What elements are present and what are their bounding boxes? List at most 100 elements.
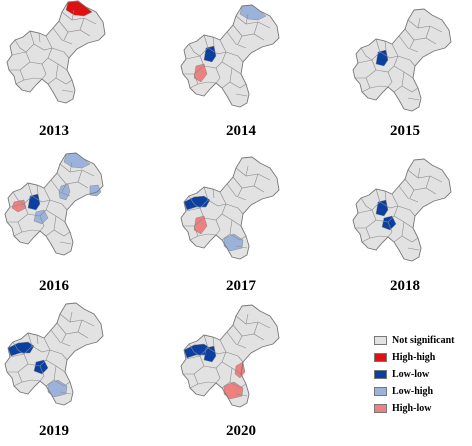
map-panel-2019 — [4, 302, 104, 406]
map-outline — [6, 0, 106, 104]
legend: Not significant High-high Low-low Low-hi… — [374, 332, 455, 417]
county-boundary — [235, 245, 248, 249]
county-boundary — [229, 381, 247, 389]
county-boundary — [9, 51, 31, 71]
county-boundary — [375, 205, 399, 223]
county-boundary — [237, 187, 243, 197]
county-boundary — [185, 334, 209, 360]
county-boundary — [232, 24, 265, 41]
county-boundary — [401, 235, 419, 243]
county-boundary — [185, 186, 209, 212]
year-label-2017: 2017 — [226, 278, 256, 294]
county-boundary — [63, 31, 69, 41]
map-outline — [180, 4, 280, 108]
county-boundary — [61, 183, 67, 193]
county-boundary — [33, 43, 53, 51]
county-boundary — [9, 332, 33, 358]
county-boundary — [61, 11, 97, 25]
county-boundary — [229, 81, 247, 89]
map-base — [5, 303, 103, 405]
county-boundary — [360, 197, 373, 211]
county-boundary — [212, 188, 215, 199]
county-boundary — [235, 93, 248, 97]
county-boundary — [253, 21, 259, 35]
county-boundary — [253, 173, 259, 187]
legend-item-high-high: High-high — [374, 349, 455, 366]
county-boundary — [183, 207, 205, 227]
year-label-2013: 2013 — [39, 123, 69, 139]
county-boundary — [369, 85, 389, 89]
county-boundary — [235, 167, 271, 181]
legend-label-high-low: High-low — [392, 403, 432, 414]
county-boundary — [409, 39, 415, 49]
legend-swatch-not-significant — [374, 336, 387, 345]
region-high-low-west-southwest — [193, 63, 208, 83]
county-boundary — [59, 313, 95, 327]
county-boundary — [53, 229, 71, 237]
county-boundary — [391, 193, 416, 217]
region-low-low-west-south — [33, 359, 49, 375]
county-boundary — [387, 221, 393, 238]
year-label-2014: 2014 — [226, 123, 256, 139]
map-panel-2020 — [180, 304, 280, 408]
county-boundary — [369, 235, 389, 239]
map-base — [181, 5, 279, 107]
county-boundary — [14, 39, 27, 53]
legend-item-not-significant: Not significant — [374, 332, 455, 349]
county-boundary — [12, 191, 25, 205]
county-boundary — [391, 43, 416, 67]
county-boundary — [27, 349, 51, 367]
map-base — [181, 305, 279, 407]
county-boundary — [417, 17, 421, 29]
county-boundary — [71, 9, 75, 21]
map-base — [5, 153, 103, 255]
county-boundary — [23, 77, 43, 81]
county-boundary — [56, 322, 89, 339]
county-boundary — [50, 179, 71, 197]
legend-swatch-high-high — [374, 353, 387, 362]
county-boundary — [219, 191, 244, 215]
county-boundary — [212, 36, 215, 47]
county-boundary — [52, 27, 73, 45]
region-low-high-southeast — [47, 379, 68, 398]
map-outline — [352, 158, 452, 262]
county-boundary — [379, 51, 399, 59]
county-boundary — [43, 187, 68, 211]
county-boundary — [229, 233, 247, 241]
county-boundary — [384, 190, 387, 201]
county-boundary — [27, 199, 51, 217]
county-boundary — [185, 34, 209, 60]
county-boundary — [58, 20, 91, 37]
county-boundary — [409, 189, 415, 199]
year-label-2016: 2016 — [39, 278, 69, 294]
county-boundary — [212, 336, 215, 347]
map-outline — [4, 302, 104, 406]
county-boundary — [183, 55, 205, 75]
county-boundary — [12, 341, 25, 355]
county-boundary — [425, 175, 431, 189]
region-low-low-northwest — [7, 341, 35, 357]
county-boundary — [235, 393, 248, 397]
county-boundary — [31, 345, 51, 353]
county-boundary — [207, 199, 227, 207]
county-boundary — [207, 47, 227, 55]
county-boundary — [55, 77, 73, 85]
county-boundary — [245, 13, 249, 25]
map-outline — [4, 152, 104, 256]
county-boundary — [39, 365, 45, 382]
county-boundary — [226, 183, 247, 201]
county-boundary — [219, 39, 244, 63]
county-boundary — [41, 63, 47, 80]
region-low-high-southeast — [223, 233, 244, 252]
year-label-2019: 2019 — [39, 423, 69, 439]
county-boundary — [226, 331, 247, 349]
map-panel-2017 — [180, 156, 280, 260]
county-boundary — [407, 97, 420, 101]
legend-swatch-high-low — [374, 404, 387, 413]
county-boundary — [219, 339, 244, 363]
county-boundary — [425, 25, 431, 39]
county-boundary — [7, 353, 29, 373]
county-boundary — [355, 209, 377, 229]
county-boundary — [59, 241, 72, 245]
county-boundary — [7, 203, 29, 223]
